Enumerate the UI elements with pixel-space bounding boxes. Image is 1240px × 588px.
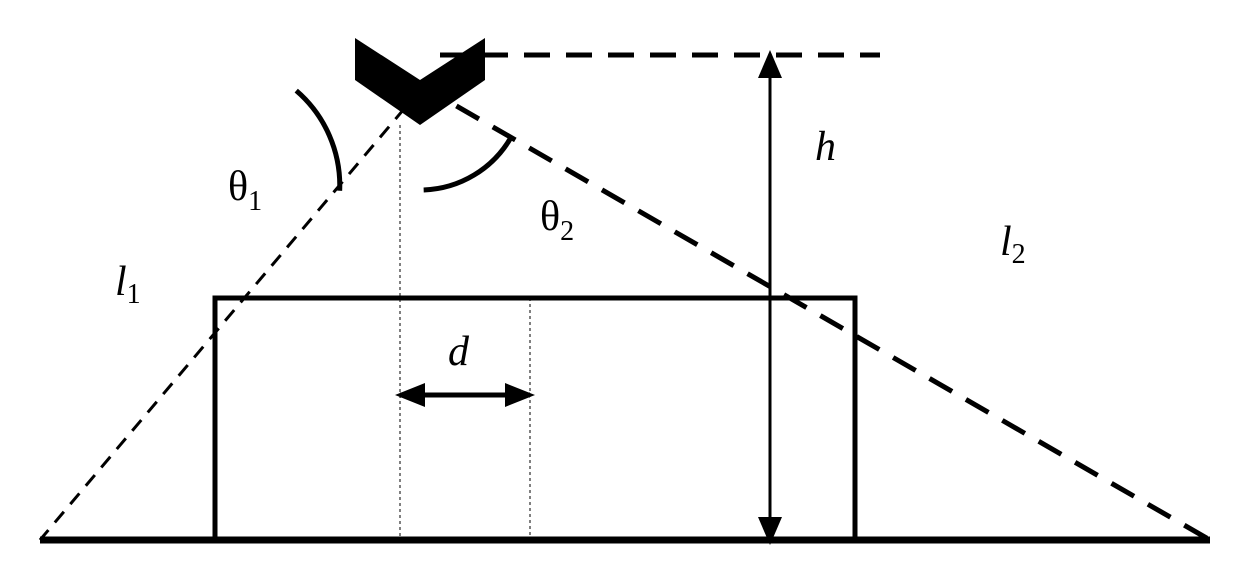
d-arrow bbox=[395, 383, 535, 407]
l2-label: l2 bbox=[1000, 219, 1026, 270]
theta2-label: θ2 bbox=[540, 194, 574, 247]
theta1-arc bbox=[296, 91, 340, 191]
line-l1 bbox=[40, 90, 420, 540]
d-label: d bbox=[448, 329, 470, 375]
box-rect bbox=[215, 298, 855, 540]
h-label: h bbox=[815, 124, 836, 170]
theta2-arc bbox=[424, 138, 511, 190]
theta1-label: θ1 bbox=[228, 164, 262, 217]
l1-label: l1 bbox=[115, 259, 141, 310]
geometry-diagram: θ1 θ2 h d l1 l2 bbox=[0, 0, 1240, 588]
